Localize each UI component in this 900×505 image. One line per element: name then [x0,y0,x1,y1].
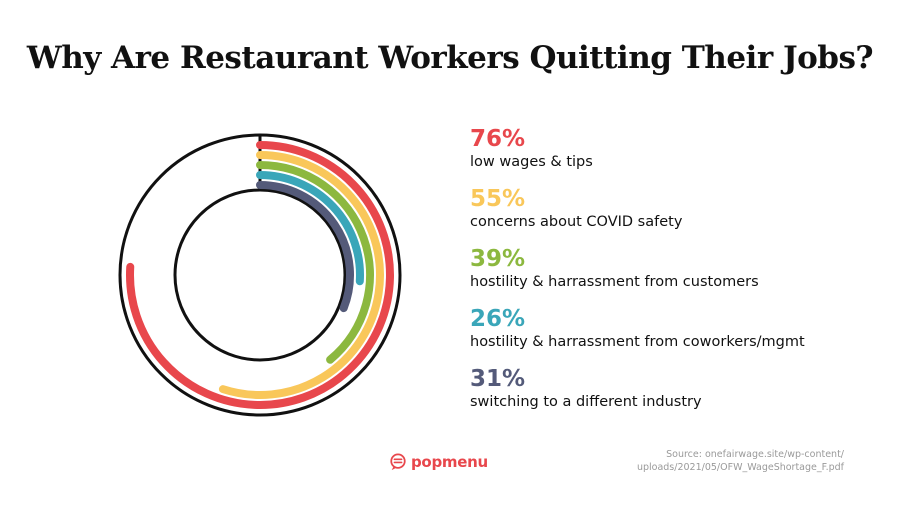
bar-arc [126,141,394,409]
radial-bar-chart [118,133,402,417]
bar-arc [256,171,364,286]
brand-name: popmenu [411,453,488,471]
legend-item: 26% hostility & harrassment from coworke… [470,306,890,366]
legend-percent: 55% [470,186,526,212]
bar-arc [256,181,354,313]
legend-label: hostility & harrassment from coworkers/m… [470,334,805,350]
legend-percent: 76% [470,126,526,152]
legend-label: switching to a different industry [470,394,702,410]
legend-item: 55% concerns about COVID safety [470,186,890,246]
source-line-2: uploads/2021/05/OFW_WageShortage_F.pdf [636,462,844,473]
chart-title: Why Are Restaurant Workers Quitting Thei… [26,40,874,76]
brand-logo: popmenu [389,453,488,471]
legend-item: 76% low wages & tips [470,126,890,186]
legend-label: low wages & tips [470,154,593,170]
legend: 76% low wages & tips 55% concerns about … [470,126,890,426]
bar-arc [256,161,374,364]
legend-item: 31% switching to a different industry [470,366,890,426]
legend-percent: 26% [470,306,526,332]
legend-label: concerns about COVID safety [470,214,683,230]
bar-arc [218,151,384,399]
source-line-1: Source: onefairwage.site/wp-content/ [666,449,844,460]
legend-percent: 39% [470,246,526,272]
legend-label: hostility & harrassment from customers [470,274,759,290]
legend-percent: 31% [470,366,526,392]
inner-ring [173,188,347,362]
source-note: Source: onefairwage.site/wp-content/ upl… [637,448,844,474]
speech-bubble-icon [390,453,406,471]
bars-group [126,141,394,409]
legend-item: 39% hostility & harrassment from custome… [470,246,890,306]
